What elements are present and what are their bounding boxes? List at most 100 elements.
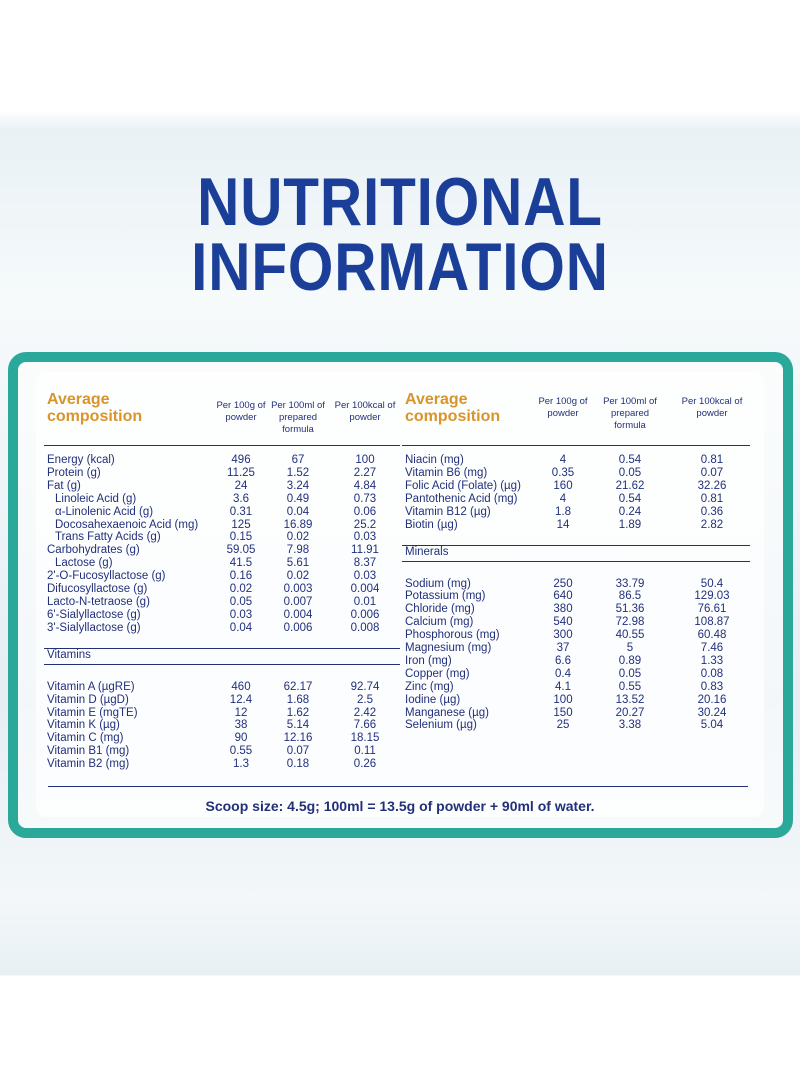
cell-value: 1.3	[233, 758, 249, 771]
cell-value: 2.27	[353, 466, 377, 479]
row-label: Trans Fatty Acids (g)	[55, 531, 161, 544]
cell-value: 90	[234, 732, 248, 745]
row-label: Chloride (mg)	[405, 603, 475, 616]
cell-value: 4	[559, 492, 567, 505]
row-label: Iodine (µg)	[405, 693, 461, 706]
row-label: Vitamin A (µgRE)	[47, 680, 135, 693]
cell-value: 0.54	[618, 454, 642, 466]
row-label: 3'-Sialyllactose (g)	[47, 621, 141, 634]
cell-value: 0.01	[353, 595, 377, 608]
cell-value: 0.007	[283, 595, 313, 608]
row-label: Vitamin B1 (mg)	[47, 745, 130, 758]
cell-value: 18.15	[350, 732, 380, 745]
column-header: Per 100ml of prepared formula	[603, 396, 657, 431]
cell-value: 0.15	[229, 531, 253, 544]
row-label: Carbohydrates (g)	[47, 544, 140, 557]
table-panel	[36, 372, 764, 817]
cell-value: 160	[553, 479, 573, 492]
column-header: Per 100g of powder	[538, 396, 588, 419]
cell-value: 0.54	[618, 492, 642, 505]
cell-value: 11.25	[227, 466, 255, 479]
cell-value: 7.46	[700, 642, 724, 654]
cell-value: 5.61	[286, 557, 310, 570]
cell-value: 0.89	[618, 654, 642, 667]
row-label: Fat (g)	[47, 479, 81, 492]
header-label: Average composition	[405, 391, 501, 425]
cell-value: 5	[626, 642, 634, 654]
row-label: Vitamin E (mgTE)	[47, 706, 138, 719]
cell-value: 0.05	[618, 466, 642, 479]
row-label: Zinc (mg)	[405, 680, 454, 693]
cell-value: 1.68	[286, 693, 310, 706]
cell-value: 1.62	[286, 706, 310, 719]
cell-value: 0.26	[353, 758, 377, 771]
cell-value: 0.18	[286, 758, 310, 771]
cell-value: 40.55	[615, 629, 645, 642]
row-label: Folic Acid (Folate) (µg)	[405, 479, 521, 492]
cell-value: 86.5	[618, 590, 642, 603]
cell-value: 20.16	[697, 693, 727, 706]
cell-value: 0.003	[283, 583, 313, 595]
cell-value: 0.81	[700, 454, 724, 466]
cell-value: 32.26	[697, 479, 727, 492]
cell-value: 0.04	[229, 621, 253, 634]
cell-value: 12	[234, 706, 248, 719]
cell-value: 33.79	[615, 577, 645, 590]
row-label: Magnesium (mg)	[405, 642, 492, 654]
column-header: Per 100kcal of powder	[334, 400, 396, 423]
cell-value: 0.49	[286, 492, 310, 505]
cell-value: 7.66	[353, 719, 377, 732]
cell-value: 3.38	[618, 719, 642, 732]
cell-value: 2.42	[353, 706, 377, 719]
cell-value: 2.5	[357, 693, 373, 706]
section-heading: Vitamins	[47, 648, 91, 661]
cell-value: 0.83	[700, 680, 724, 693]
row-label: Biotin (µg)	[405, 518, 458, 531]
cell-value: 72.98	[615, 616, 645, 629]
cell-value: 67	[291, 454, 305, 466]
cell-value: 16.89	[283, 518, 313, 531]
cell-value: 0.05	[229, 595, 253, 608]
cell-value: 4	[559, 454, 567, 466]
cell-value: 0.11	[354, 745, 376, 758]
cell-value: 38	[234, 719, 248, 732]
cell-value: 3.24	[286, 479, 310, 492]
cell-value: 50.4	[700, 577, 724, 590]
cell-value: 41.5	[229, 557, 253, 570]
row-label: Calcium (mg)	[405, 616, 474, 629]
cell-value: 0.03	[353, 570, 377, 583]
title-line: INFORMATION	[191, 229, 609, 305]
cell-value: 0.73	[353, 492, 377, 505]
cell-value: 6.6	[555, 654, 571, 667]
rule	[402, 445, 750, 446]
cell-value: 0.55	[229, 745, 253, 758]
row-label: Lacto-N-tetraose (g)	[47, 595, 150, 608]
cell-value: 0.36	[700, 505, 724, 518]
cell-value: 0.004	[283, 608, 313, 621]
rule	[402, 560, 750, 562]
cell-value: 0.81	[700, 492, 724, 505]
cell-value: 51.36	[615, 603, 645, 616]
cell-value: 62.17	[283, 680, 313, 693]
row-label: Vitamin C (mg)	[47, 732, 124, 745]
cell-value: 0.006	[350, 608, 380, 621]
cell-value: 0.008	[350, 621, 380, 634]
row-label: Vitamin B12 (µg)	[405, 505, 491, 518]
cell-value: 0.16	[229, 570, 253, 583]
cell-value: 0.04	[286, 505, 310, 518]
cell-value: 0.006	[283, 621, 313, 634]
cell-value: 24	[234, 479, 248, 492]
cell-value: 0.07	[286, 745, 310, 758]
cell-value: 150	[553, 706, 573, 719]
cell-value: 0.03	[353, 531, 377, 544]
cell-value: 7.98	[286, 544, 310, 557]
row-label: Copper (mg)	[405, 667, 470, 680]
cell-value: 5.14	[286, 719, 310, 732]
row-label: Docosahexaenoic Acid (mg)	[55, 518, 199, 531]
cell-value: 380	[553, 603, 573, 616]
row-label: Iron (mg)	[405, 654, 452, 667]
header-label: Average composition	[47, 391, 143, 425]
cell-value: 0.02	[286, 531, 310, 544]
row-label: 2'-O-Fucosyllactose (g)	[47, 570, 166, 583]
